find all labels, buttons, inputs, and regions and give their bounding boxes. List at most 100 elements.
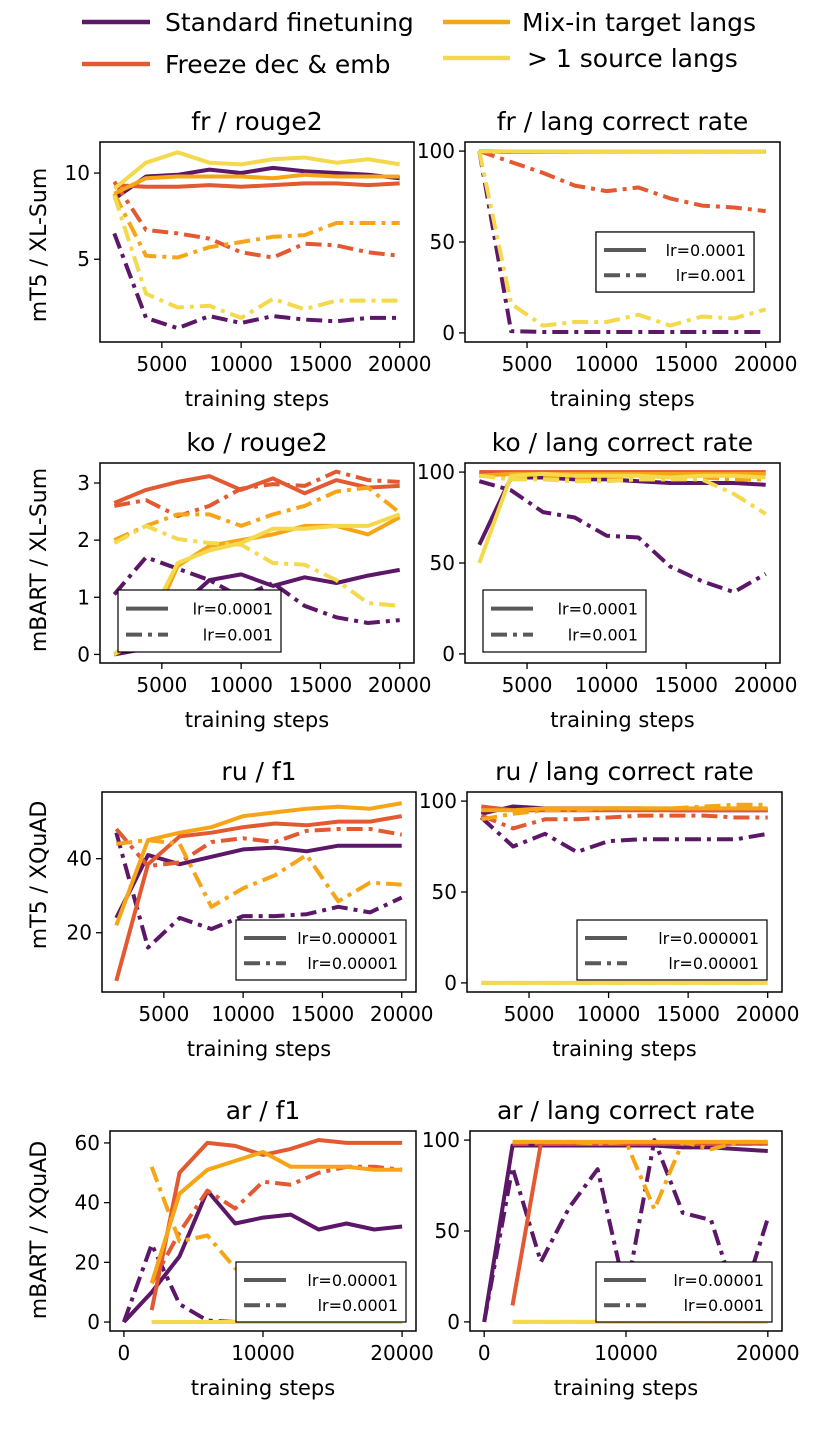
x-tick-label: 15000 <box>289 673 353 697</box>
series-line-multi-dashdot <box>112 194 400 320</box>
legend-label-freeze: Freeze dec & emb <box>165 50 391 79</box>
lr-legend: lr=0.000001 lr=0.00001 <box>576 919 768 981</box>
x-tick-label: 5000 <box>504 1002 555 1026</box>
lr-legend-dashdot-label: lr=0.00001 <box>668 954 759 973</box>
chart-title: ar / f1 <box>226 1096 301 1125</box>
y-tick-label: 60 <box>75 1131 100 1155</box>
lr-legend-frame <box>235 1261 407 1323</box>
x-tick-label: 10000 <box>211 1002 275 1026</box>
y-tick-label: 3 <box>77 471 90 495</box>
lr-legend: lr=0.0001 lr=0.001 <box>595 231 755 293</box>
x-axis-label: training steps <box>187 1037 331 1061</box>
x-tick-label: 15000 <box>656 1002 720 1026</box>
lr-legend: lr=0.000001 lr=0.00001 <box>235 919 407 981</box>
chart-title: ru / lang correct rate <box>495 757 754 786</box>
series-group <box>477 149 767 334</box>
axes-frame <box>99 462 415 664</box>
x-tick-label: 15000 <box>654 673 718 697</box>
lr-legend-frame <box>235 919 407 981</box>
x-tick-label: 5000 <box>138 1002 189 1026</box>
series-line-standard-dashdot <box>114 832 403 950</box>
series-line-standard-solid <box>114 843 402 919</box>
lr-legend-solid-label: lr=0.0001 <box>666 241 746 260</box>
x-tick-label: 15000 <box>289 352 353 376</box>
chart-title: ar / lang correct rate <box>497 1096 755 1125</box>
panel-ko-rouge2: ko / rouge2 5000 10000 15000 20000 0 1 2 3 traini… <box>77 428 431 732</box>
lr-legend-solid-label: lr=0.0001 <box>193 600 273 619</box>
x-tick-label: 5000 <box>502 352 553 376</box>
y-tick-label: 50 <box>435 1219 460 1243</box>
x-tick-label: 15000 <box>654 352 718 376</box>
row-label-mt5-xquad: mT5 / XQuAD <box>27 801 52 950</box>
legend-entry-multi: > 1 source langs <box>443 44 738 73</box>
x-tick-label: 10000 <box>575 673 639 697</box>
lr-legend-solid-label: lr=0.00001 <box>673 1271 764 1290</box>
lr-legend-dashdot-label: lr=0.00001 <box>307 954 398 973</box>
y-tick-label: 40 <box>75 1191 100 1215</box>
lr-legend-dashdot-label: lr=0.0001 <box>684 1296 764 1315</box>
series-line-multi-solid <box>477 471 766 564</box>
y-tick-label: 100 <box>422 1128 460 1152</box>
x-tick-label: 20000 <box>734 352 798 376</box>
x-tick-label: 20000 <box>368 352 432 376</box>
chart-title: ru / f1 <box>221 757 296 786</box>
x-tick-label: 10000 <box>577 1002 641 1026</box>
lr-legend-dashdot-label: lr=0.0001 <box>318 1296 398 1315</box>
series-line-freeze-solid <box>114 181 400 189</box>
series-line-standard-dashdot <box>112 232 400 331</box>
y-tick-label: 100 <box>417 460 455 484</box>
series-line-freeze-dashdot <box>480 813 768 831</box>
lr-legend-solid-label: lr=0.0001 <box>558 600 638 619</box>
series-line-freeze-solid <box>149 1138 403 1311</box>
series-line-standard-solid <box>477 475 766 546</box>
lr-legend: lr=0.00001 lr=0.0001 <box>235 1261 407 1323</box>
y-tick-label: 10 <box>65 161 90 185</box>
series-line-multi-solid <box>479 149 766 154</box>
y-tick-label: 50 <box>430 551 455 575</box>
panel-ar-lang-correct-rate: ar / lang correct rate 0 10000 20000 0 50 100 t… <box>422 1096 800 1400</box>
x-tick-label: 10000 <box>575 352 639 376</box>
y-tick-label: 100 <box>417 139 455 163</box>
series-group <box>479 802 769 985</box>
x-axis-label: training steps <box>185 708 329 732</box>
x-tick-label: 15000 <box>291 1002 355 1026</box>
x-axis-label: training steps <box>185 387 329 411</box>
legend-label-mixin: Mix-in target langs <box>522 8 756 37</box>
x-tick-label: 10000 <box>209 352 273 376</box>
x-tick-label: 0 <box>478 1341 491 1365</box>
series-line-standard-dashdot <box>477 150 766 334</box>
row-label-mbart-xl-sum: mBART / XL-Sum <box>27 468 52 652</box>
lr-legend: lr=0.0001 lr=0.001 <box>482 589 647 653</box>
x-tick-label: 20000 <box>736 1002 800 1026</box>
x-axis-label: training steps <box>550 708 694 732</box>
legend-entry-mixin: Mix-in target langs <box>443 8 756 37</box>
y-tick-label: 0 <box>444 971 457 995</box>
y-tick-label: 0 <box>87 1310 100 1334</box>
x-tick-label: 5000 <box>136 352 187 376</box>
series-line-standard-dashdot <box>478 479 767 595</box>
x-tick-label: 10000 <box>231 1341 295 1365</box>
series-line-mixin-dashdot <box>112 192 400 260</box>
row-label-mt5-xl-sum: mT5 / XL-Sum <box>27 168 52 322</box>
x-axis-label: training steps <box>554 1376 698 1400</box>
x-tick-label: 5000 <box>136 673 187 697</box>
y-tick-label: 20 <box>67 921 92 945</box>
x-axis-label: training steps <box>191 1376 335 1400</box>
series-line-freeze-dashdot <box>113 469 400 519</box>
y-tick-label: 100 <box>419 789 457 813</box>
y-tick-label: 0 <box>442 321 455 345</box>
x-tick-label: 10000 <box>209 673 273 697</box>
y-tick-label: 1 <box>77 585 90 609</box>
lr-legend-dashdot-label: lr=0.001 <box>203 626 273 645</box>
y-tick-label: 5 <box>77 247 90 271</box>
x-tick-label: 5000 <box>502 673 553 697</box>
y-tick-label: 50 <box>430 230 455 254</box>
row-label-mbart-xquad: mBART / XQuAD <box>27 1141 52 1319</box>
x-tick-label: 20000 <box>734 673 798 697</box>
lr-legend: lr=0.0001 lr=0.001 <box>117 589 282 653</box>
y-tick-label: 0 <box>442 642 455 666</box>
figure-legend: Standard finetuning Mix-in target langs Fr… <box>82 8 756 79</box>
series-line-standard-solid <box>122 1188 403 1324</box>
series-line-freeze-dashdot <box>112 180 400 260</box>
